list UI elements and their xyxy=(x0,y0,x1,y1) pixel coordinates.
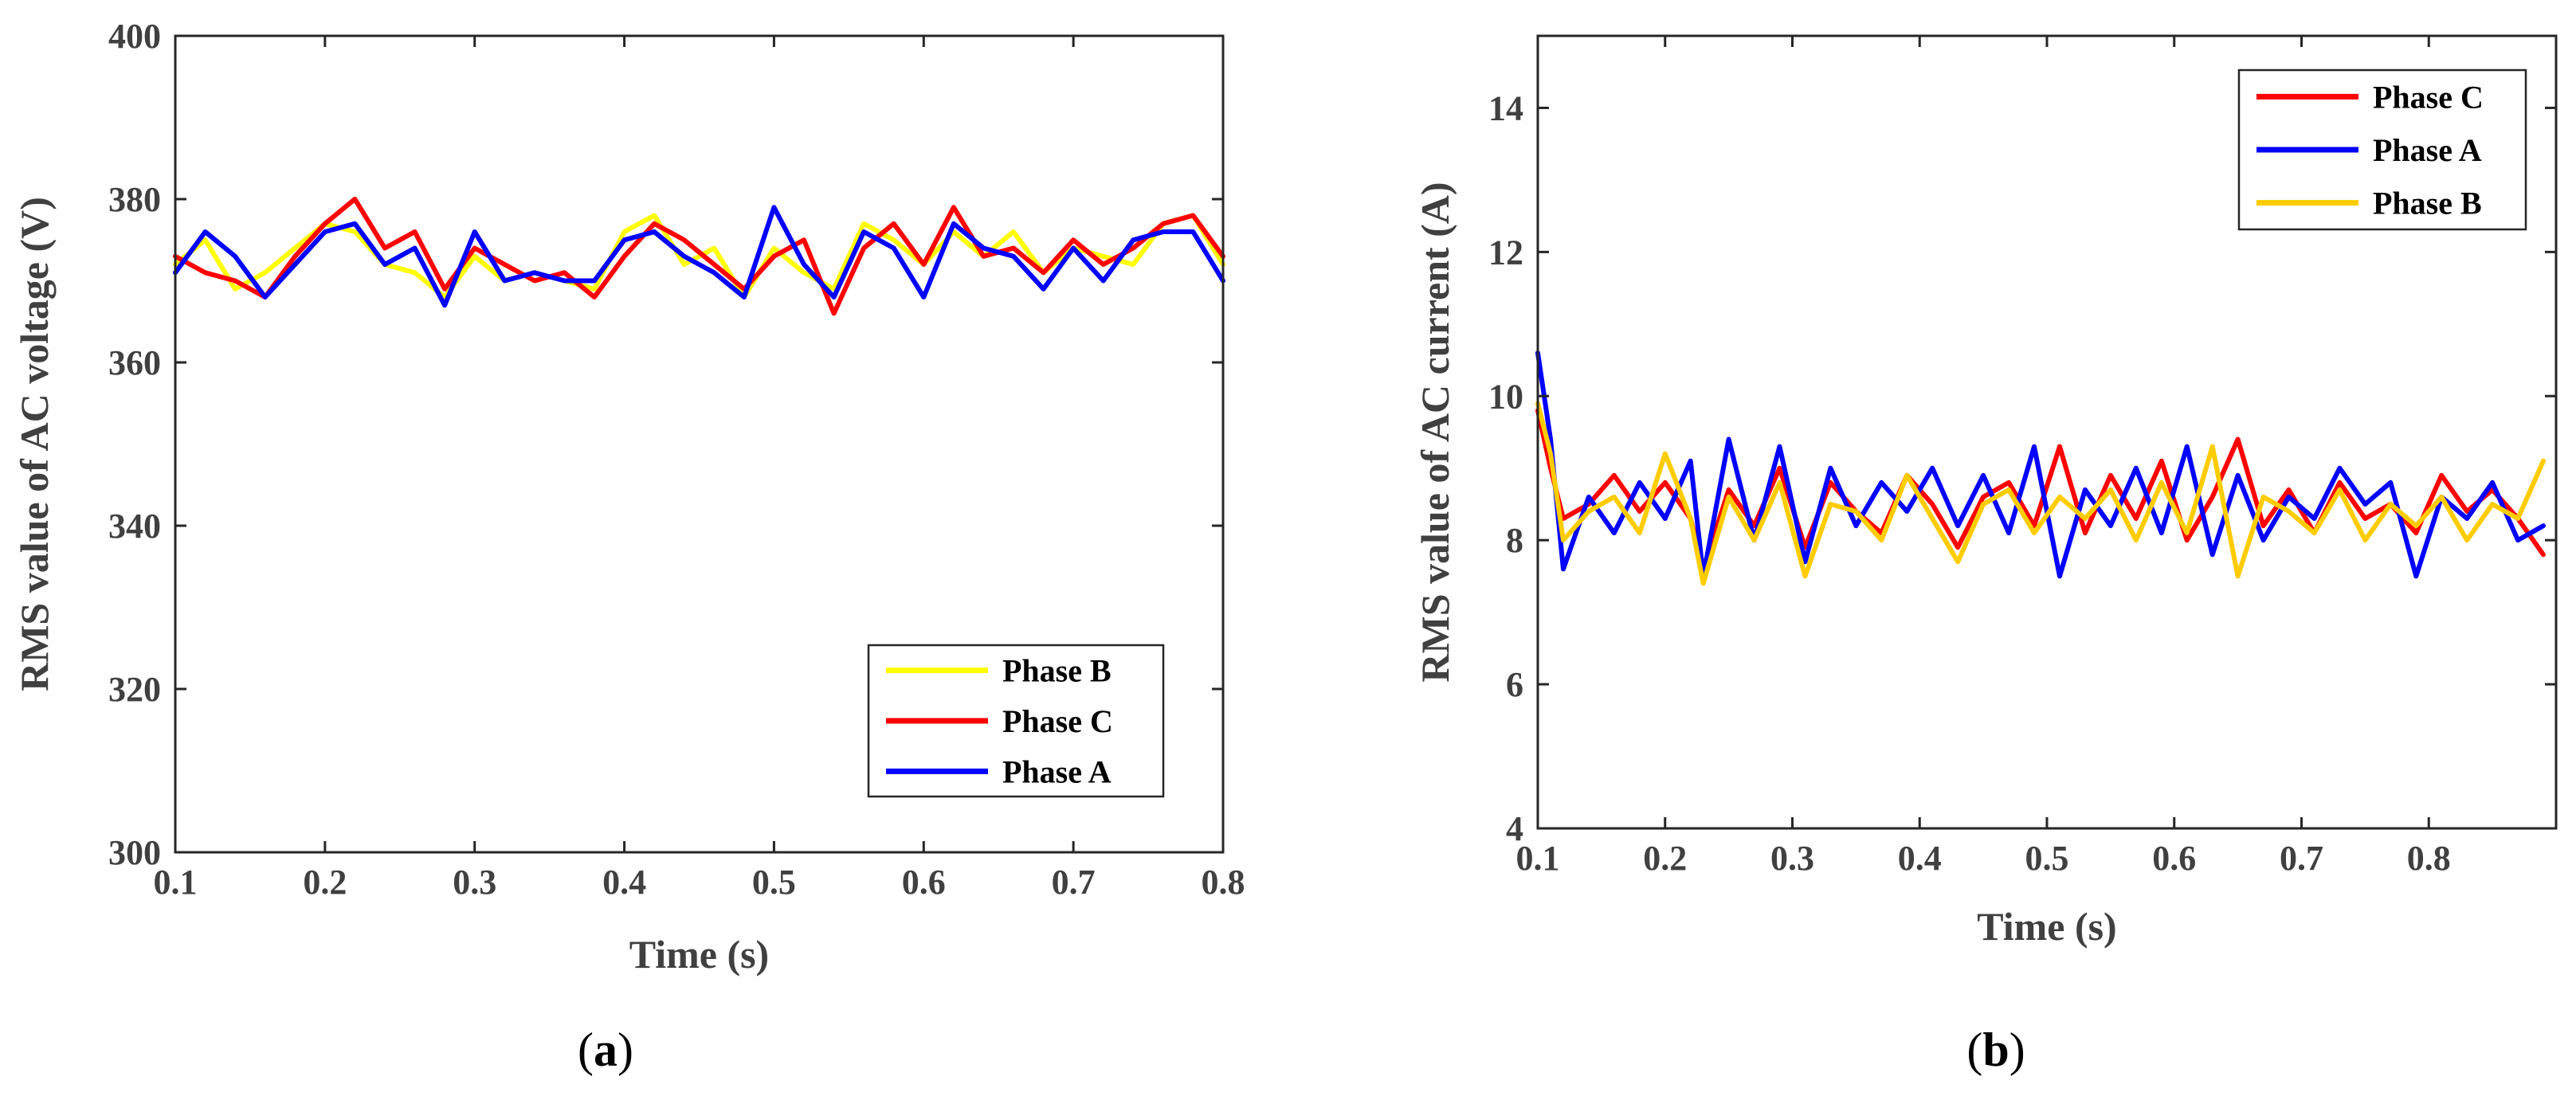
y-axis-title: RMS value of AC voltage (V) xyxy=(12,197,57,691)
legend: Phase B Phase C Phase A xyxy=(867,644,1165,798)
x-tick-label: 0.2 xyxy=(1643,839,1687,878)
y-axis-title: RMS value of AC current (A) xyxy=(1413,182,1457,682)
y-tick-label: 340 xyxy=(108,507,161,546)
legend-label-phase-a: Phase A xyxy=(1002,754,1112,789)
x-tick-label: 0.2 xyxy=(303,863,347,902)
y-tick-label: 6 xyxy=(1506,665,1523,704)
panel-a-voltage-chart: 0.1 0.2 0.3 0.4 0.5 0.6 0.7 0.8 300 320 340 360 380 4… xyxy=(12,17,1245,1076)
x-tick-label: 0.7 xyxy=(1052,863,1096,902)
series-line-phase-b xyxy=(1535,401,2546,586)
x-tick-label: 0.4 xyxy=(602,863,646,902)
series-line-phase-a xyxy=(173,205,1225,308)
series-group xyxy=(173,197,1225,316)
x-tick-label: 0.3 xyxy=(1770,839,1814,878)
x-tick-label: 0.5 xyxy=(2025,839,2069,878)
legend: Phase C Phase A Phase B xyxy=(2237,68,2527,231)
y-tick-label: 10 xyxy=(1488,377,1523,416)
panel-caption: (a) xyxy=(578,1024,633,1076)
legend-label-phase-a: Phase A xyxy=(2373,132,2482,168)
x-tick-label: 0.7 xyxy=(2280,839,2323,878)
y-tick-label: 14 xyxy=(1488,88,1523,127)
x-tick-label: 0.8 xyxy=(2407,839,2451,878)
x-tick-label: 0.1 xyxy=(1516,839,1560,878)
panel-b-current-chart: 0.1 0.2 0.3 0.4 0.5 0.6 0.7 0.8 4 6 8 10 12 14 Time (s… xyxy=(1413,34,2558,1076)
series-line-phase-c xyxy=(173,197,1225,316)
plot-frame xyxy=(174,34,1225,854)
y-tick-label: 4 xyxy=(1506,809,1523,848)
y-tick-label: 300 xyxy=(108,833,161,872)
y-tick-label: 320 xyxy=(108,670,161,709)
y-tick-label: 8 xyxy=(1506,521,1523,560)
y-tick-label: 400 xyxy=(108,17,161,56)
y-tick-label: 12 xyxy=(1488,233,1523,272)
x-tick-label: 0.6 xyxy=(2152,839,2196,878)
y-tick-label: 360 xyxy=(108,343,161,382)
x-tick-label: 0.3 xyxy=(453,863,496,902)
x-axis-title: Time (s) xyxy=(629,932,769,977)
x-tick-label: 0.6 xyxy=(902,863,946,902)
x-tick-label: 0.1 xyxy=(154,863,198,902)
panel-caption: (b) xyxy=(1966,1024,2025,1076)
x-tick-label: 0.8 xyxy=(1202,863,1245,902)
x-tick-label: 0.4 xyxy=(1898,839,1942,878)
legend-label-phase-c: Phase C xyxy=(2373,79,2484,115)
series-group xyxy=(1535,350,2546,586)
y-tick-label: 380 xyxy=(108,180,161,219)
legend-label-phase-b: Phase B xyxy=(1002,653,1112,689)
legend-label-phase-b: Phase B xyxy=(2373,186,2482,221)
x-tick-label: 0.5 xyxy=(752,863,796,902)
series-line-phase-a xyxy=(1535,350,2546,579)
x-axis-title: Time (s) xyxy=(1977,904,2116,949)
legend-label-phase-c: Phase C xyxy=(1002,703,1113,739)
